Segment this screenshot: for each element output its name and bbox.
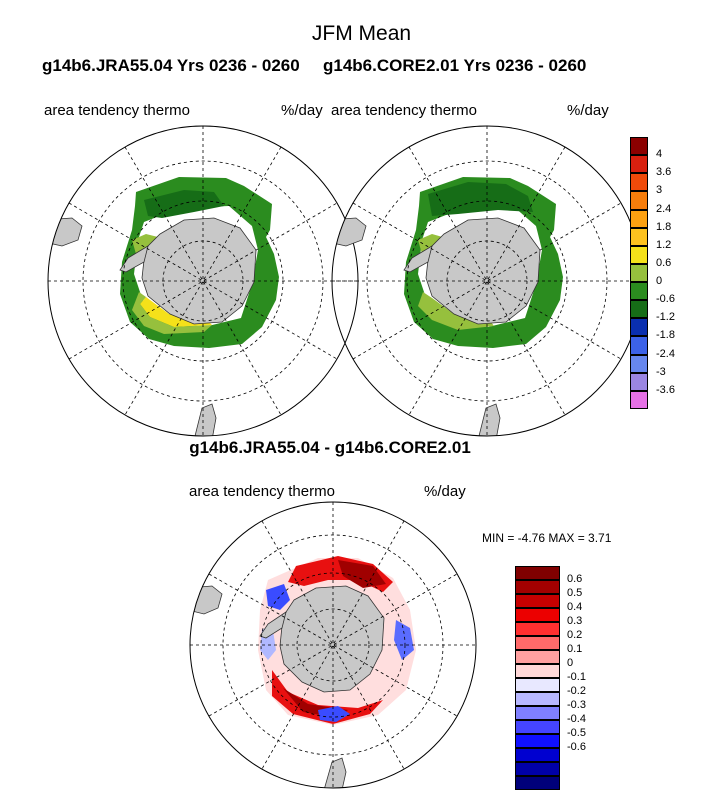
top-colorbar-swatch bbox=[630, 390, 648, 409]
left-australia-tip bbox=[193, 403, 217, 436]
diff-title: g14b6.JRA55.04 - g14b6.CORE2.01 bbox=[189, 438, 471, 457]
diff-colorbar-tick-label: -0.3 bbox=[567, 699, 586, 711]
diff-colorbar-swatch bbox=[515, 706, 560, 720]
left-south-america bbox=[48, 217, 83, 247]
left-ice-ring-green bbox=[120, 177, 279, 348]
right-panel-units: %/day bbox=[567, 102, 609, 119]
diff-australia-tip bbox=[323, 757, 347, 788]
diff-colorbar-tick-label: 0.6 bbox=[567, 573, 583, 585]
diff-colorbar-swatch bbox=[515, 622, 560, 636]
diff-antarctica bbox=[279, 585, 385, 693]
top-colorbar-swatch bbox=[630, 137, 648, 156]
diff-colorbar-tick-label: -0.5 bbox=[567, 727, 586, 739]
top-colorbar-tick-label: 3 bbox=[656, 184, 663, 197]
top-colorbar-swatch bbox=[630, 227, 648, 246]
diff-red-arc-bottom bbox=[272, 670, 383, 724]
diff-colorbar-tick-label: 0.4 bbox=[567, 601, 583, 613]
diff-colorbar-swatch bbox=[515, 748, 560, 762]
top-colorbar-swatch bbox=[630, 245, 648, 264]
diff-colorbar-tick-label: -0.6 bbox=[567, 741, 586, 753]
right-panel-variable: area tendency thermo bbox=[331, 102, 477, 119]
diff-colorbar-swatch bbox=[515, 566, 560, 580]
right-run-title: g14b6.CORE2.01 Yrs 0236 - 0260 bbox=[323, 56, 587, 75]
left-panel-variable: area tendency thermo bbox=[44, 102, 190, 119]
right-polar-map bbox=[331, 125, 643, 437]
top-colorbar-swatch bbox=[630, 155, 648, 174]
diff-colorbar-swatch bbox=[515, 636, 560, 650]
diff-south-america bbox=[190, 585, 223, 615]
top-colorbar bbox=[630, 137, 648, 409]
diff-panel-variable: area tendency thermo bbox=[189, 483, 335, 500]
diff-colorbar-tick-label: -0.1 bbox=[567, 671, 586, 683]
diff-colorbar-tick-label: 0.2 bbox=[567, 629, 583, 641]
top-colorbar-swatch bbox=[630, 209, 648, 228]
top-colorbar-tick-label: 2.4 bbox=[656, 202, 672, 215]
diff-colorbar-swatch bbox=[515, 580, 560, 594]
top-colorbar-tick-label: -0.6 bbox=[656, 293, 675, 306]
top-colorbar-tick-label: 0.6 bbox=[656, 256, 672, 269]
diff-colorbar-swatch bbox=[515, 720, 560, 734]
diff-polar-map bbox=[189, 501, 477, 789]
top-colorbar-tick-label: 1.8 bbox=[656, 220, 672, 233]
top-colorbar-tick-label: -1.8 bbox=[656, 329, 675, 342]
diff-colorbar-tick-label: 0 bbox=[567, 657, 574, 669]
top-colorbar-swatch bbox=[630, 191, 648, 210]
right-peninsula bbox=[403, 245, 433, 273]
right-ice-ring-dark bbox=[428, 182, 533, 216]
top-colorbar-tick-label: -2.4 bbox=[656, 347, 675, 360]
diff-blue-patch-left bbox=[266, 584, 290, 610]
left-ice-ring-dark bbox=[144, 190, 224, 218]
diff-colorbar-swatch bbox=[515, 594, 560, 608]
diff-panel-units: %/day bbox=[424, 483, 466, 500]
right-antarctica bbox=[425, 217, 541, 325]
top-colorbar-swatch bbox=[630, 300, 648, 319]
left-peninsula bbox=[119, 245, 149, 273]
top-colorbar-tick-label: -1.2 bbox=[656, 311, 675, 324]
top-colorbar-swatch bbox=[630, 336, 648, 355]
left-antarctica bbox=[141, 217, 257, 325]
min-max-label: MIN = -4.76 MAX = 3.71 bbox=[482, 531, 612, 545]
diff-colorbar bbox=[515, 566, 560, 790]
top-colorbar-swatch bbox=[630, 318, 648, 337]
top-colorbar-tick-label: 1.2 bbox=[656, 238, 672, 251]
top-colorbar-swatch bbox=[630, 282, 648, 301]
top-colorbar-tick-label: -3 bbox=[656, 365, 666, 378]
left-run-title: g14b6.JRA55.04 Yrs 0236 - 0260 bbox=[42, 56, 300, 75]
diff-blue-patch-right bbox=[394, 620, 414, 660]
left-panel-units: %/day bbox=[281, 102, 323, 119]
diff-colorbar-swatch bbox=[515, 776, 560, 790]
diff-colorbar-tick-label: 0.1 bbox=[567, 643, 583, 655]
figure-title: JFM Mean bbox=[311, 22, 412, 45]
diff-colorbar-swatch bbox=[515, 650, 560, 664]
diff-colorbar-swatch bbox=[515, 678, 560, 692]
diff-colorbar-swatch bbox=[515, 734, 560, 748]
right-ice-ring-green bbox=[404, 177, 563, 348]
diff-colorbar-swatch bbox=[515, 608, 560, 622]
diff-colorbar-swatch bbox=[515, 692, 560, 706]
diff-peninsula bbox=[259, 611, 287, 639]
diff-colorbar-tick-label: 0.5 bbox=[567, 587, 583, 599]
top-colorbar-swatch bbox=[630, 263, 648, 283]
left-polar-map bbox=[47, 125, 359, 437]
diff-colorbar-tick-label: -0.2 bbox=[567, 685, 586, 697]
diff-colorbar-swatch bbox=[515, 762, 560, 776]
diff-colorbar-tick-label: 0.3 bbox=[567, 615, 583, 627]
diff-blue-patch-bottom bbox=[318, 706, 350, 722]
top-colorbar-swatch bbox=[630, 354, 648, 373]
top-colorbar-tick-label: -3.6 bbox=[656, 383, 675, 396]
diff-darkred-patch-top bbox=[338, 560, 386, 588]
top-colorbar-swatch bbox=[630, 173, 648, 192]
top-colorbar-tick-label: 0 bbox=[656, 275, 663, 288]
diff-colorbar-tick-label: -0.4 bbox=[567, 713, 586, 725]
top-colorbar-swatch bbox=[630, 372, 648, 391]
top-colorbar-tick-label: 3.6 bbox=[656, 166, 672, 179]
left-ice-light-band bbox=[132, 292, 212, 334]
right-south-america bbox=[332, 217, 367, 247]
diff-colorbar-swatch bbox=[515, 664, 560, 678]
top-colorbar-tick-label: 4 bbox=[656, 148, 663, 161]
right-australia-tip bbox=[477, 403, 501, 436]
